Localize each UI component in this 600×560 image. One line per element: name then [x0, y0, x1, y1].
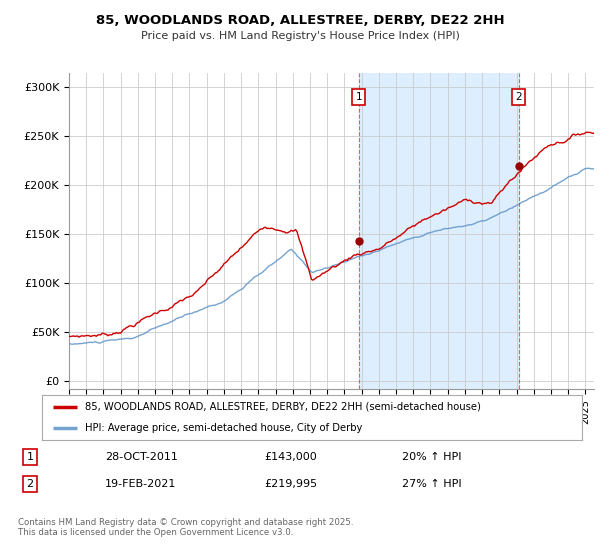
Text: 28-OCT-2011: 28-OCT-2011	[105, 452, 178, 462]
Text: 1: 1	[355, 92, 362, 102]
Text: 2: 2	[515, 92, 522, 102]
Text: 27% ↑ HPI: 27% ↑ HPI	[402, 479, 461, 489]
Text: Price paid vs. HM Land Registry's House Price Index (HPI): Price paid vs. HM Land Registry's House …	[140, 31, 460, 41]
Text: HPI: Average price, semi-detached house, City of Derby: HPI: Average price, semi-detached house,…	[85, 422, 362, 432]
Text: 2: 2	[26, 479, 34, 489]
Text: 19-FEB-2021: 19-FEB-2021	[105, 479, 176, 489]
Text: 85, WOODLANDS ROAD, ALLESTREE, DERBY, DE22 2HH: 85, WOODLANDS ROAD, ALLESTREE, DERBY, DE…	[95, 14, 505, 27]
Text: 1: 1	[26, 452, 34, 462]
Text: £219,995: £219,995	[264, 479, 317, 489]
Text: Contains HM Land Registry data © Crown copyright and database right 2025.
This d: Contains HM Land Registry data © Crown c…	[18, 518, 353, 538]
Text: 20% ↑ HPI: 20% ↑ HPI	[402, 452, 461, 462]
Text: £143,000: £143,000	[264, 452, 317, 462]
Bar	[359, 73, 518, 389]
Text: 85, WOODLANDS ROAD, ALLESTREE, DERBY, DE22 2HH (semi-detached house): 85, WOODLANDS ROAD, ALLESTREE, DERBY, DE…	[85, 402, 481, 412]
